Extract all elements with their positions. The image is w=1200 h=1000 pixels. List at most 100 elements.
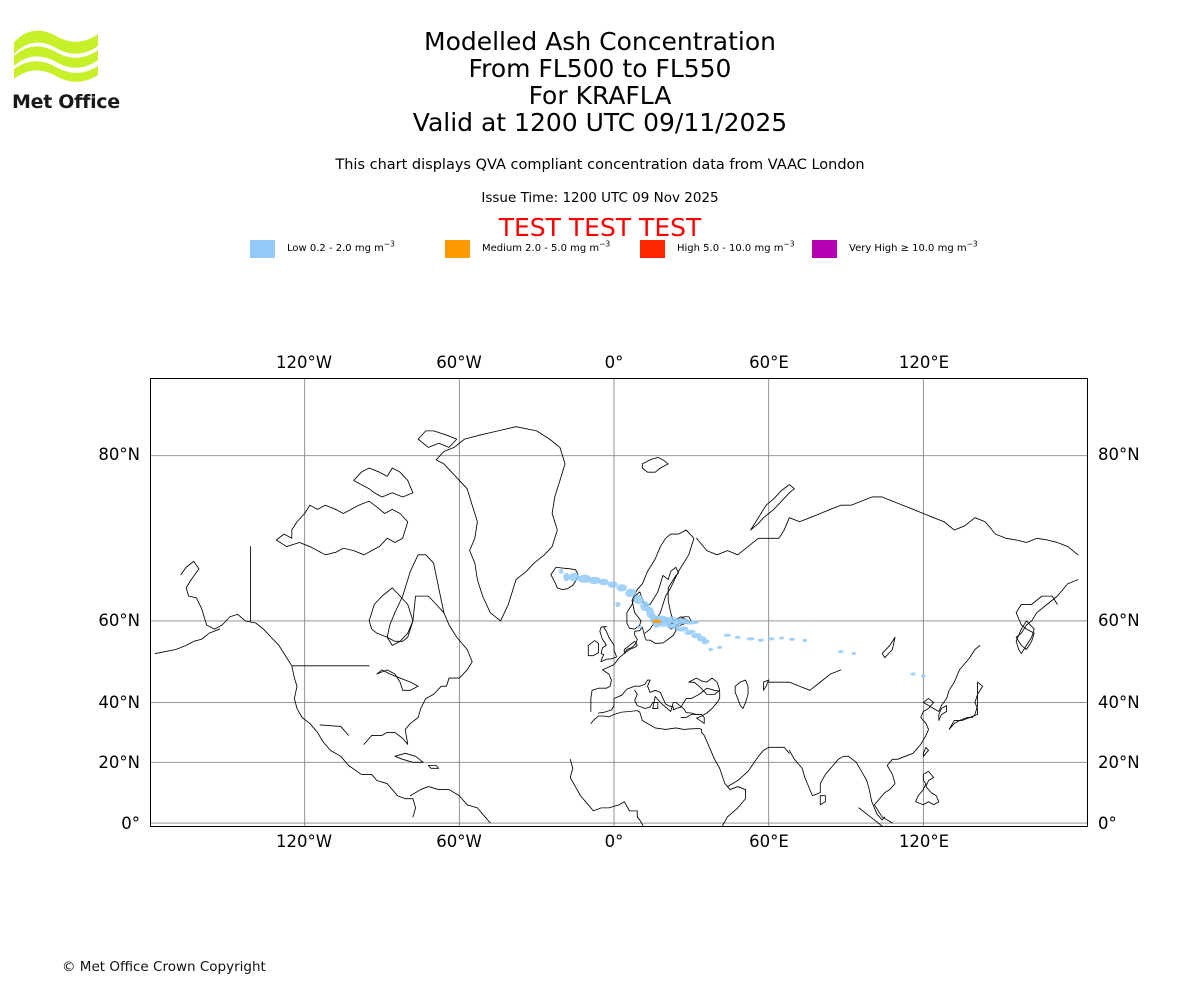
lon-tick-bottom: 120°E	[898, 832, 950, 851]
lon-tick-top: 120°E	[898, 353, 950, 372]
legend-medium-swatch	[445, 240, 470, 258]
ash-contour-low	[723, 633, 732, 637]
ash-contour-low	[563, 572, 570, 582]
coastline	[858, 807, 883, 826]
ash-contour-low	[701, 639, 710, 645]
coastline	[590, 529, 695, 712]
coastline	[427, 764, 440, 769]
legend-high-label: High 5.0 - 10.0 mg m−3	[677, 239, 795, 254]
lon-tick-bottom: 60°E	[749, 832, 789, 851]
coastline	[353, 467, 414, 498]
ash-contour-low	[921, 674, 926, 678]
ash-contour-low	[559, 568, 564, 574]
coastline	[409, 786, 491, 824]
ash-contour-low	[802, 638, 808, 643]
coastline	[599, 626, 618, 663]
coastline	[750, 484, 795, 531]
legend-medium-label: Medium 2.0 - 5.0 mg m−3	[482, 239, 611, 254]
lon-tick-top: 60°W	[436, 353, 482, 372]
legend-high: High 5.0 - 10.0 mg m−3	[640, 238, 795, 260]
map-plot-area	[150, 378, 1088, 827]
lat-tick-right: 60°N	[1098, 611, 1140, 630]
lon-tick-top: 60°E	[749, 353, 789, 372]
met-office-logo: Met Office	[12, 26, 122, 116]
coastline	[734, 679, 749, 709]
lat-tick-left: 80°N	[98, 445, 140, 464]
coastline	[569, 758, 644, 826]
ash-contour-low	[633, 594, 644, 605]
coastline	[154, 628, 221, 654]
coastline	[915, 770, 940, 806]
legend-medium: Medium 2.0 - 5.0 mg m−3	[445, 238, 610, 260]
coastline	[180, 560, 416, 818]
ash-contour-low	[625, 588, 637, 598]
ash-contour-low	[616, 584, 627, 592]
lat-tick-left: 60°N	[98, 611, 140, 630]
ash-contour-low	[717, 645, 723, 649]
coastline	[948, 681, 984, 730]
coastline	[319, 724, 349, 736]
coastline	[768, 669, 842, 691]
lon-tick-bottom: 120°W	[275, 832, 333, 851]
lat-tick-right: 80°N	[1098, 445, 1140, 464]
ash-contour-low	[676, 626, 689, 632]
coastline	[394, 752, 424, 763]
ash-contour-low	[607, 581, 618, 588]
coastline	[275, 500, 409, 556]
coastline	[590, 710, 746, 826]
coastline	[788, 749, 886, 821]
legend-low: Low 0.2 - 2.0 mg m−3	[250, 238, 395, 260]
ash-contour-low	[691, 633, 702, 639]
lon-tick-bottom: 0°	[604, 832, 624, 851]
coastline	[696, 496, 1079, 556]
coastline-layer	[154, 426, 1079, 826]
ash-contour-low	[778, 636, 785, 640]
ash-contour-low	[577, 574, 592, 583]
ash-contour-medium	[652, 619, 661, 623]
lon-tick-top: 120°W	[275, 353, 333, 372]
ash-contour-low	[851, 651, 856, 656]
legend-high-swatch	[640, 240, 665, 258]
ash-concentration-map: 120°W 120°W 60°W 60°W 0° 0° 60°E 60°E 120°E 120°E…	[98, 354, 1139, 851]
issue-time: Issue Time: 1200 UTC 09 Nov 2025	[481, 190, 719, 206]
ash-contour-low	[788, 637, 796, 641]
legend-low-label: Low 0.2 - 2.0 mg m−3	[287, 239, 395, 254]
coastline	[587, 640, 599, 657]
coastline	[368, 587, 414, 642]
ash-contour-low	[666, 623, 680, 629]
title-line-2: From FL500 to FL550	[468, 54, 732, 83]
chart-subtitle: This chart displays QVA compliant concen…	[335, 157, 865, 173]
lat-tick-left: 0°	[121, 814, 140, 833]
ash-contour-low	[708, 647, 713, 652]
ash-contour-low	[684, 629, 696, 635]
lat-tick-left: 20°N	[98, 753, 140, 772]
ash-contour-low	[734, 635, 741, 639]
ash-contour-low	[746, 637, 755, 641]
coastline	[727, 746, 790, 787]
coastline	[376, 669, 419, 691]
legend-very-high-label: Very High ≥ 10.0 mg m−3	[849, 239, 978, 254]
title-line-1: Modelled Ash Concentration	[424, 27, 776, 56]
coastline	[363, 554, 473, 745]
ash-plume-layer	[559, 568, 926, 678]
test-banner: TEST TEST TEST	[498, 213, 702, 242]
legend-low-swatch	[250, 240, 275, 258]
coastline	[688, 677, 721, 695]
ash-contour-low	[767, 637, 775, 641]
ash-contour-low	[598, 578, 609, 586]
legend-very-high-swatch	[812, 240, 837, 258]
lat-tick-right: 40°N	[1098, 693, 1140, 712]
coastline	[938, 705, 948, 721]
coastline	[763, 679, 770, 691]
coastline	[1015, 620, 1035, 654]
coastline	[873, 644, 981, 824]
ash-contour-low	[568, 572, 580, 582]
title-line-4: Valid at 1200 UTC 09/11/2025	[412, 108, 788, 137]
ash-contour-low	[838, 649, 844, 654]
legend-very-high: Very High ≥ 10.0 mg m−3	[812, 238, 978, 260]
ash-contour-low	[637, 625, 643, 629]
concentration-legend: Low 0.2 - 2.0 mg m−3 Medium 2.0 - 5.0 mg …	[240, 238, 1000, 260]
ash-contour-low	[615, 601, 621, 607]
lat-tick-left: 40°N	[98, 693, 140, 712]
ash-contour-low	[910, 672, 916, 676]
